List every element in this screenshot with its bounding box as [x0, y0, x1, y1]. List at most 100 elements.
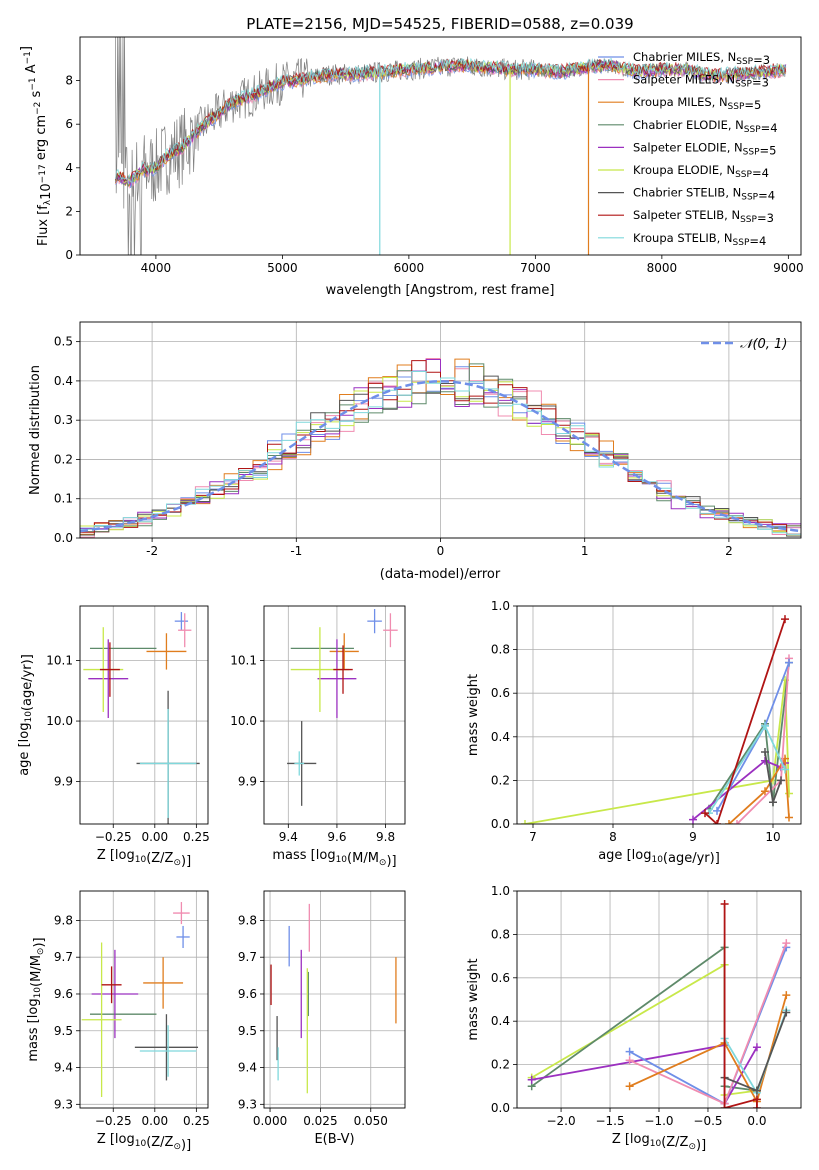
label-part: =3	[753, 53, 770, 67]
weight-marker-kroupa_stelib	[761, 721, 769, 730]
label-part: −1	[28, 77, 38, 90]
weight-marker-salpeter_stelib	[752, 1095, 761, 1104]
weight-line-salpeter_stelib	[723, 904, 758, 1108]
weight-marker-chabrier_stelib	[782, 1008, 791, 1017]
x-tick-label: 0.25	[183, 1114, 210, 1128]
label-part: =4	[749, 234, 766, 248]
y-tick-label: 9.3	[238, 1097, 257, 1111]
x-tick-label: 10	[765, 830, 780, 844]
label-part: SSP	[728, 102, 745, 112]
label-part: Salpeter MILES, N	[633, 73, 735, 87]
x-tick-label: −0.5	[693, 1114, 722, 1128]
plot-area	[114, 37, 787, 255]
weight-marker-chabrier_stelib	[769, 798, 777, 807]
label-part: SSP	[735, 170, 752, 180]
label-part: 10	[651, 855, 663, 865]
x-axis-label: E(B-V)	[314, 1132, 354, 1147]
mass-vs-metallicity-panel: −0.25 0.00 0.259.39.49.59.69.79.8Z [log10(…	[26, 890, 210, 1153]
weight-marker-salpeter_elodie	[761, 756, 769, 765]
x-tick-label: 9.6	[327, 830, 346, 844]
label-part: s	[29, 90, 44, 101]
y-axis-label: Normed distribution	[28, 365, 43, 495]
y-axis-label: Flux [fλ10−17 erg cm−2 s−1 A−1]	[19, 46, 54, 246]
spectrum-panel: 4000 5000 6000 7000 8000 9000 0 2 4 6 8 Chabrier MI…	[19, 36, 804, 298]
label-part: SSP	[740, 215, 757, 225]
label-part: ⊙	[173, 858, 181, 868]
y-tick-label: 0.6	[491, 686, 510, 700]
label-part: )]	[181, 854, 191, 869]
x-axis-label: wavelength [Angstrom, rest frame]	[326, 283, 555, 298]
weight-marker-kroupa_miles	[785, 813, 793, 822]
label-part: Chabrier MILES, N	[633, 50, 736, 64]
plot-area	[527, 900, 791, 1108]
axes-frame	[263, 605, 406, 825]
label-part: =3	[757, 211, 774, 225]
axes-frame	[516, 890, 802, 1109]
x-axis-label: (data-model)/error	[380, 567, 501, 582]
y-tick-label: 9.9	[238, 775, 257, 789]
label-part: Z [log	[97, 1132, 135, 1147]
mass-vs-reddening-panel: 0.000 0.025 0.050 9.3 9.4 9.5 9.6 9.7 9.8 E(B-V)	[238, 890, 406, 1147]
y-tick-label: 10.0	[230, 714, 257, 728]
y-tick-label: 0.0	[54, 531, 73, 545]
legend-label: 𝒩(0, 1)	[740, 337, 787, 352]
weight-marker-salpeter_miles	[625, 1056, 634, 1065]
y-tick-label: 9.3	[54, 1097, 73, 1111]
label-part: ⊙	[688, 1142, 696, 1152]
model-spectrum-kroupa_stelib	[114, 57, 787, 183]
y-tick-label: 0.2	[491, 1058, 510, 1072]
y-tick-label: 0.4	[54, 374, 73, 388]
label-part: −1	[23, 51, 33, 64]
weight-line-chabrier_elodie	[531, 945, 758, 1092]
label-part: (Z/Z	[146, 1135, 173, 1150]
y-tick-label: 9.4	[238, 1061, 257, 1075]
label-part: Salpeter ELODIE, N	[633, 140, 743, 154]
label-part: Flux [f	[36, 205, 51, 246]
x-tick-label: 9.4	[279, 830, 298, 844]
label-part: =4	[761, 121, 778, 135]
y-tick-label: 0.0	[491, 1101, 510, 1115]
y-tick-label: 0.5	[54, 335, 73, 349]
label-part: =4	[752, 166, 769, 180]
x-tick-label: 0.000	[253, 1114, 287, 1128]
plot-area	[83, 612, 200, 824]
x-axis-label: Z [log10(Z/Z⊙)]	[612, 1132, 706, 1153]
label-part: mass [log	[26, 998, 41, 1061]
y-tick-label: 9.7	[238, 950, 257, 964]
weight-marker-chabrier_miles	[625, 1047, 634, 1056]
normal-model-curve	[80, 380, 801, 533]
axes-frame	[79, 605, 209, 825]
y-tick-label: 0.1	[54, 492, 73, 506]
y-tick-label: 0.3	[54, 413, 73, 427]
x-tick-label: 6000	[394, 261, 425, 275]
label-part: Kroupa ELODIE, N	[633, 163, 735, 177]
x-tick-label: −1.0	[644, 1114, 673, 1128]
label-part: 10	[135, 855, 147, 865]
label-part: A	[24, 64, 39, 77]
label-part: Kroupa STELIB, N	[633, 231, 733, 245]
y-tick-label: 0.2	[491, 773, 510, 787]
x-axis-label: Z [log10(Z/Z⊙)]	[97, 1132, 191, 1153]
x-tick-label: 4000	[141, 261, 172, 275]
weight-marker-salpeter_elodie	[527, 1075, 536, 1084]
plot-area	[270, 903, 397, 1094]
y-tick-label: 0.0	[491, 817, 510, 831]
weight-line-salpeter_stelib	[704, 618, 786, 824]
y-tick-label: 2	[65, 204, 73, 218]
weight-line-kroupa_elodie	[524, 679, 790, 824]
label-part: =5	[744, 98, 761, 112]
x-tick-label: 8000	[647, 261, 678, 275]
weight-marker-kroupa_miles	[725, 820, 733, 824]
label-part: 10	[24, 711, 34, 723]
axes-frame	[79, 890, 209, 1109]
x-tick-label: 9.8	[376, 830, 395, 844]
x-tick-label: 0.00	[141, 830, 168, 844]
y-tick-label: 6	[65, 117, 73, 131]
legend-label: Kroupa STELIB, NSSP=4	[633, 231, 766, 248]
label-part: 10	[39, 183, 54, 200]
legend-label: Salpeter STELIB, NSSP=3	[633, 208, 774, 225]
y-tick-label: 9.8	[54, 913, 73, 927]
label-part: λ	[43, 199, 53, 205]
weight-line-kroupa_miles	[728, 755, 790, 824]
